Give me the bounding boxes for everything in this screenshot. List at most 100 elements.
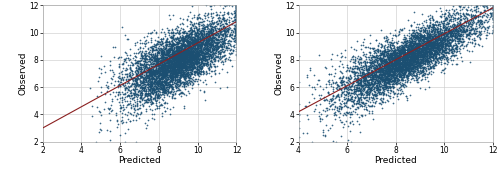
Point (462, 28, 470, 31)
Point (145, 92, 153, 95)
Point (402, 68, 410, 71)
Point (158, 83, 166, 86)
Point (396, 52, 404, 55)
Point (132, 79, 140, 82)
Point (132, 82, 140, 85)
Point (394, 63, 402, 66)
Point (168, 62, 175, 65)
Point (173, 42, 181, 45)
Point (194, 61, 202, 64)
Point (194, 31, 202, 34)
Point (442, 27, 450, 30)
Point (395, 70, 403, 73)
Point (232, 18, 240, 21)
Point (371, 81, 379, 83)
Point (376, 98, 384, 101)
Point (164, 31, 172, 33)
Point (232, 26, 240, 28)
Point (206, 38, 214, 40)
Point (232, 5, 240, 7)
Point (358, 83, 366, 86)
Point (432, 24, 440, 27)
Point (205, 69, 213, 71)
Point (376, 53, 384, 56)
Point (165, 70, 173, 73)
Point (430, 46, 438, 49)
Point (376, 65, 384, 68)
Point (416, 44, 424, 47)
Point (108, 109, 116, 112)
Point (172, 91, 179, 94)
Point (186, 46, 194, 49)
Point (173, 42, 181, 45)
Point (176, 63, 184, 65)
Point (220, 33, 228, 35)
Point (158, 81, 166, 83)
Point (366, 97, 374, 99)
Point (122, 96, 130, 99)
Point (189, 50, 197, 53)
Point (186, 58, 194, 61)
Point (467, 25, 475, 28)
Point (425, 40, 433, 43)
Point (178, 56, 186, 58)
Point (383, 74, 391, 77)
Point (160, 71, 168, 73)
Point (222, 28, 230, 31)
Point (366, 87, 374, 90)
Point (182, 49, 190, 51)
Point (150, 55, 158, 58)
Point (391, 70, 399, 73)
Point (161, 57, 169, 59)
Point (380, 60, 388, 62)
Point (376, 69, 384, 72)
Point (384, 50, 392, 52)
Point (200, 59, 208, 61)
Point (400, 55, 407, 58)
Point (384, 79, 392, 82)
Point (230, 37, 238, 39)
Point (188, 67, 196, 70)
Point (360, 72, 368, 75)
Point (436, 44, 444, 47)
Point (419, 57, 427, 59)
Point (163, 83, 171, 86)
Point (428, 55, 436, 58)
Point (191, 51, 199, 54)
Point (176, 59, 184, 62)
Point (403, 74, 411, 76)
Point (101, 92, 109, 95)
Point (326, 104, 334, 107)
Point (164, 45, 172, 48)
Point (416, 72, 424, 74)
Point (378, 67, 386, 70)
Point (382, 76, 390, 79)
Point (423, 51, 431, 54)
Point (204, 63, 212, 66)
Point (180, 54, 188, 57)
Point (174, 36, 182, 39)
Point (124, 80, 132, 83)
Point (204, 33, 212, 36)
Point (152, 88, 160, 91)
Point (208, 60, 216, 63)
Point (164, 65, 172, 68)
Point (171, 64, 179, 67)
Point (190, 38, 198, 41)
Point (150, 62, 158, 65)
Point (373, 74, 381, 77)
Point (162, 78, 170, 81)
Point (390, 75, 398, 78)
Point (156, 79, 164, 82)
Point (182, 73, 190, 76)
Point (176, 35, 184, 38)
Point (364, 92, 372, 95)
Point (450, 9, 458, 12)
Point (437, 36, 445, 39)
Point (214, 50, 222, 53)
Point (397, 87, 405, 90)
Point (438, 30, 446, 33)
Point (338, 91, 346, 93)
Point (376, 102, 384, 104)
Point (174, 56, 182, 59)
